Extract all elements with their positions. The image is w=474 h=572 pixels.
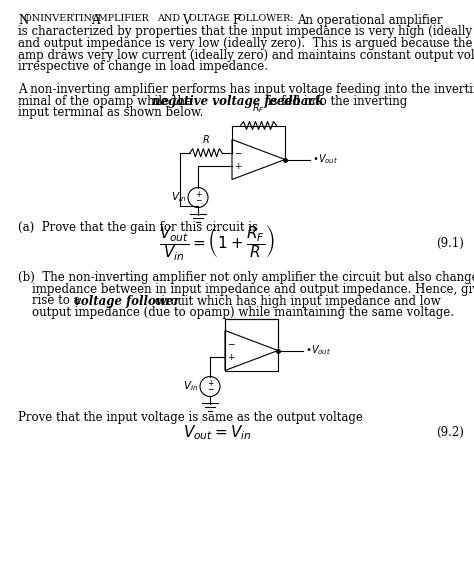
Text: +: + — [227, 353, 235, 362]
Text: +: + — [234, 162, 242, 171]
Text: −: − — [234, 148, 242, 157]
Text: −: − — [207, 385, 213, 394]
Text: (a)  Prove that the gain for this circuit is: (a) Prove that the gain for this circuit… — [18, 221, 258, 235]
Text: is characterized by properties that the input impedance is very high (ideally in: is characterized by properties that the … — [18, 26, 474, 38]
Text: minal of the opamp while the: minal of the opamp while the — [18, 94, 196, 108]
Text: $\bullet V_{out}$: $\bullet V_{out}$ — [305, 344, 331, 358]
Text: N: N — [18, 14, 28, 27]
Text: (9.1): (9.1) — [436, 237, 464, 250]
Text: input terminal as shown below.: input terminal as shown below. — [18, 106, 203, 119]
Text: Prove that the input voltage is same as the output voltage: Prove that the input voltage is same as … — [18, 411, 363, 423]
Text: OLLOWER:: OLLOWER: — [238, 14, 297, 23]
Text: A: A — [91, 14, 100, 27]
Text: $V_{out} = V_{in}$: $V_{out} = V_{in}$ — [183, 423, 251, 442]
Bar — [225, 319, 278, 371]
Text: voltage follower: voltage follower — [74, 295, 180, 308]
Text: impedance between in input impedance and output impedance. Hence, giving: impedance between in input impedance and… — [32, 283, 474, 296]
Text: V: V — [182, 14, 191, 27]
Text: +: + — [207, 379, 213, 388]
Text: OLTAGE: OLTAGE — [189, 14, 233, 23]
Text: $R$: $R$ — [202, 133, 210, 145]
Text: −: − — [195, 196, 201, 205]
Text: $V_{in}$: $V_{in}$ — [183, 380, 198, 394]
Text: $\dfrac{V_{out}}{V_{in}} = \left(1 + \dfrac{R_F}{R}\right)$: $\dfrac{V_{out}}{V_{in}} = \left(1 + \df… — [159, 224, 275, 263]
Text: AND: AND — [157, 14, 183, 23]
Text: $V_{in}$: $V_{in}$ — [171, 190, 186, 204]
Text: An operational amplifier: An operational amplifier — [297, 14, 443, 27]
Text: (b)  The non-inverting amplifier not only amplifier the circuit but also changes: (b) The non-inverting amplifier not only… — [18, 272, 474, 284]
Text: is fed into the inverting: is fed into the inverting — [264, 94, 407, 108]
Text: amp draws very low current (ideally zero) and maintains constant output voltage: amp draws very low current (ideally zero… — [18, 49, 474, 62]
Text: negative voltage feedback: negative voltage feedback — [152, 94, 324, 108]
Text: −: − — [227, 339, 235, 348]
Text: irrespective of change in load impedance.: irrespective of change in load impedance… — [18, 60, 268, 73]
Text: rise to a: rise to a — [32, 295, 84, 308]
Text: F: F — [232, 14, 240, 27]
Text: (9.2): (9.2) — [436, 426, 464, 439]
Text: $R_F$: $R_F$ — [252, 102, 265, 116]
Text: output impedance (due to opamp) while maintaining the same voltage.: output impedance (due to opamp) while ma… — [32, 306, 454, 319]
Text: and output impedance is very low (ideally zero).  This is argued because the op-: and output impedance is very low (ideall… — [18, 37, 474, 50]
Text: +: + — [195, 190, 201, 199]
Text: A non-inverting amplifier performs has input voltage feeding into the inverting : A non-inverting amplifier performs has i… — [18, 83, 474, 96]
Text: MPLIFIER: MPLIFIER — [98, 14, 152, 23]
Text: ONINVERTING: ONINVERTING — [25, 14, 103, 23]
Text: circuit which has high input impedance and low: circuit which has high input impedance a… — [151, 295, 441, 308]
Text: $\bullet V_{out}$: $\bullet V_{out}$ — [312, 153, 338, 166]
